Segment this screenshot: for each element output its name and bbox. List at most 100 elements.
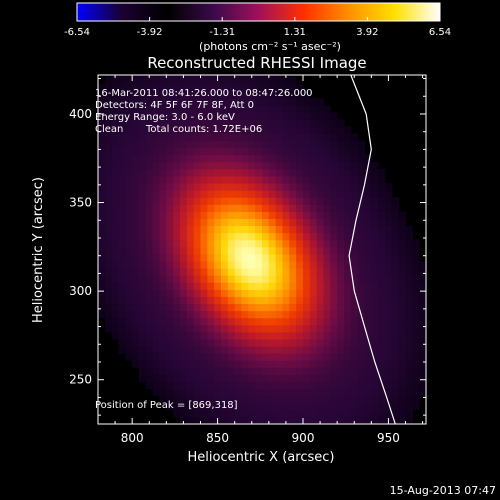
heatmap-cell [255, 353, 263, 361]
heatmap-cell [118, 303, 126, 312]
heatmap-cell [262, 268, 270, 276]
heatmap-cell [193, 246, 201, 255]
heatmap-cell [364, 331, 372, 340]
heatmap-cell [193, 98, 201, 106]
heatmap-cell [193, 346, 201, 354]
heatmap-cell [221, 253, 229, 262]
heatmap-cell [330, 353, 338, 361]
heatmap-cell [296, 289, 304, 297]
heatmap-cell [139, 119, 147, 127]
heatmap-cell [241, 168, 249, 177]
heatmap-cell [214, 112, 222, 120]
heatmap-cell [405, 374, 413, 382]
heatmap-cell [330, 367, 338, 375]
heatmap-cell [221, 261, 229, 269]
heatmap-cell [268, 381, 277, 390]
heatmap-cell [385, 246, 393, 255]
heatmap-cell [248, 168, 256, 177]
heatmap-cell [207, 246, 215, 255]
heatmap-cell [227, 324, 236, 333]
heatmap-cell [378, 303, 386, 312]
heatmap-cell [268, 331, 277, 340]
heatmap-cell [152, 83, 160, 92]
heatmap-cell [275, 296, 283, 305]
heatmap-cell [111, 282, 119, 290]
heatmap-cell [282, 261, 290, 269]
heatmap-cell [118, 90, 126, 99]
heatmap-cell [309, 161, 318, 170]
heatmap-cell [357, 190, 365, 198]
heatmap-cell [371, 289, 379, 297]
heatmap-cell [104, 183, 113, 191]
heatmap-cell [391, 360, 400, 368]
heatmap-cell [200, 76, 208, 85]
heatmap-cell [412, 374, 420, 382]
heatmap-cell [186, 119, 195, 127]
heatmap-cell [357, 324, 365, 333]
heatmap-cell [152, 140, 160, 149]
heatmap-cell [316, 331, 324, 340]
heatmap-cell [118, 140, 126, 149]
heatmap-cell [104, 239, 113, 248]
heatmap-cell [221, 296, 229, 305]
heatmap-cell [248, 395, 256, 404]
heatmap-cell [139, 331, 147, 340]
heatmap-cell [364, 204, 372, 212]
heatmap-cell [132, 275, 140, 283]
heatmap-cell [193, 175, 201, 184]
heatmap-cell [364, 175, 372, 184]
heatmap-cell [371, 175, 379, 184]
heatmap-cell [337, 261, 345, 269]
heatmap-cell [200, 360, 208, 368]
heatmap-cell [200, 289, 208, 297]
heatmap-cell [303, 246, 311, 255]
heatmap-cell [282, 289, 290, 297]
heatmap-cell [337, 175, 345, 184]
heatmap-cell [214, 338, 222, 347]
heatmap-cell [398, 395, 406, 404]
heatmap-cell [125, 147, 133, 156]
heatmap-cell [378, 367, 386, 375]
heatmap-cell [344, 140, 352, 149]
heatmap-cell [344, 133, 352, 142]
heatmap-cell [186, 374, 195, 382]
heatmap-cell [385, 317, 393, 326]
heatmap-cell [350, 416, 359, 424]
heatmap-cell [364, 374, 372, 382]
heatmap-cell [152, 275, 160, 283]
heatmap-cell [234, 75, 242, 78]
heatmap-cell [419, 331, 426, 340]
heatmap-cell [412, 253, 420, 262]
heatmap-cell [180, 197, 188, 205]
heatmap-cell [303, 204, 311, 212]
heatmap-cell [248, 239, 256, 248]
heatmap-cell [214, 303, 222, 312]
heatmap-cell [98, 275, 106, 283]
heatmap-cell [323, 253, 331, 262]
heatmap-cell [378, 331, 386, 340]
heatmap-cell [344, 346, 352, 354]
heatmap-cell [193, 83, 201, 92]
heatmap-cell [125, 225, 133, 234]
heatmap-cell [316, 98, 324, 106]
heatmap-cell [255, 360, 263, 368]
heatmap-cell [398, 275, 406, 283]
heatmap-cell [405, 395, 413, 404]
heatmap-cell [166, 147, 174, 156]
heatmap-cell [193, 190, 201, 198]
heatmap-cell [139, 232, 147, 241]
heatmap-cell [221, 338, 229, 347]
heatmap-cell [125, 353, 133, 361]
heatmap-cell [132, 126, 140, 134]
heatmap-cell [152, 76, 160, 85]
heatmap-cell [296, 147, 304, 156]
heatmap-cell [145, 126, 154, 134]
heatmap-cell [316, 388, 324, 397]
heatmap-cell [364, 338, 372, 347]
heatmap-cell [289, 239, 297, 248]
heatmap-cell [221, 204, 229, 212]
heatmap-cell [132, 303, 140, 312]
heatmap-cell [180, 395, 188, 404]
heatmap-cell [405, 303, 413, 312]
heatmap-cell [111, 126, 119, 134]
